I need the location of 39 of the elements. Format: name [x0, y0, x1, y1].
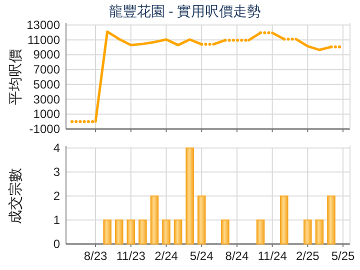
- bar: [114, 220, 124, 244]
- bar: [256, 220, 265, 244]
- bar: [138, 220, 147, 244]
- x-tick-label: 8/24: [225, 249, 249, 263]
- y-tick-label: 3: [53, 165, 60, 179]
- bar: [304, 220, 312, 244]
- chart-title: 龍豐花園 - 實用呎價走勢: [108, 3, 262, 19]
- bar: [174, 220, 182, 244]
- y-tick-label: 3000: [33, 92, 60, 106]
- x-tick-label: 5/24: [190, 249, 214, 263]
- bar: [221, 220, 230, 244]
- y-tick-label: -1000: [29, 122, 60, 136]
- y-tick-label: 0: [53, 237, 60, 251]
- bar: [186, 148, 194, 244]
- y-tick-label: 9000: [33, 48, 60, 62]
- bar: [280, 196, 288, 244]
- bar: [150, 196, 159, 244]
- y-tick-label: 7000: [33, 62, 60, 77]
- y-tick-label: 4: [53, 141, 60, 155]
- y-axis-title: 平均呎價: [7, 49, 23, 105]
- bar: [315, 220, 324, 244]
- x-tick-label: 2/25: [296, 249, 320, 263]
- y-tick-label: 13000: [26, 18, 60, 32]
- x-tick-label: 8/23: [84, 249, 108, 263]
- y-tick-label: 1: [53, 213, 60, 227]
- bar: [197, 196, 206, 244]
- bar: [327, 196, 336, 244]
- y-tick-label: 11000: [28, 32, 60, 47]
- bar: [162, 220, 170, 244]
- y-tick-label: 1000: [33, 107, 60, 122]
- x-tick-label: 5/25: [331, 249, 356, 263]
- bar: [126, 220, 136, 244]
- x-tick-label: 2/24: [154, 249, 178, 263]
- y-tick-label: 5000: [33, 77, 60, 92]
- x-tick-label: 11/24: [258, 249, 288, 263]
- x-tick-label: 11/23: [116, 249, 146, 263]
- bar: [103, 220, 112, 244]
- y-tick-label: 2: [53, 189, 60, 203]
- y-axis-title: 成交宗數: [7, 168, 23, 224]
